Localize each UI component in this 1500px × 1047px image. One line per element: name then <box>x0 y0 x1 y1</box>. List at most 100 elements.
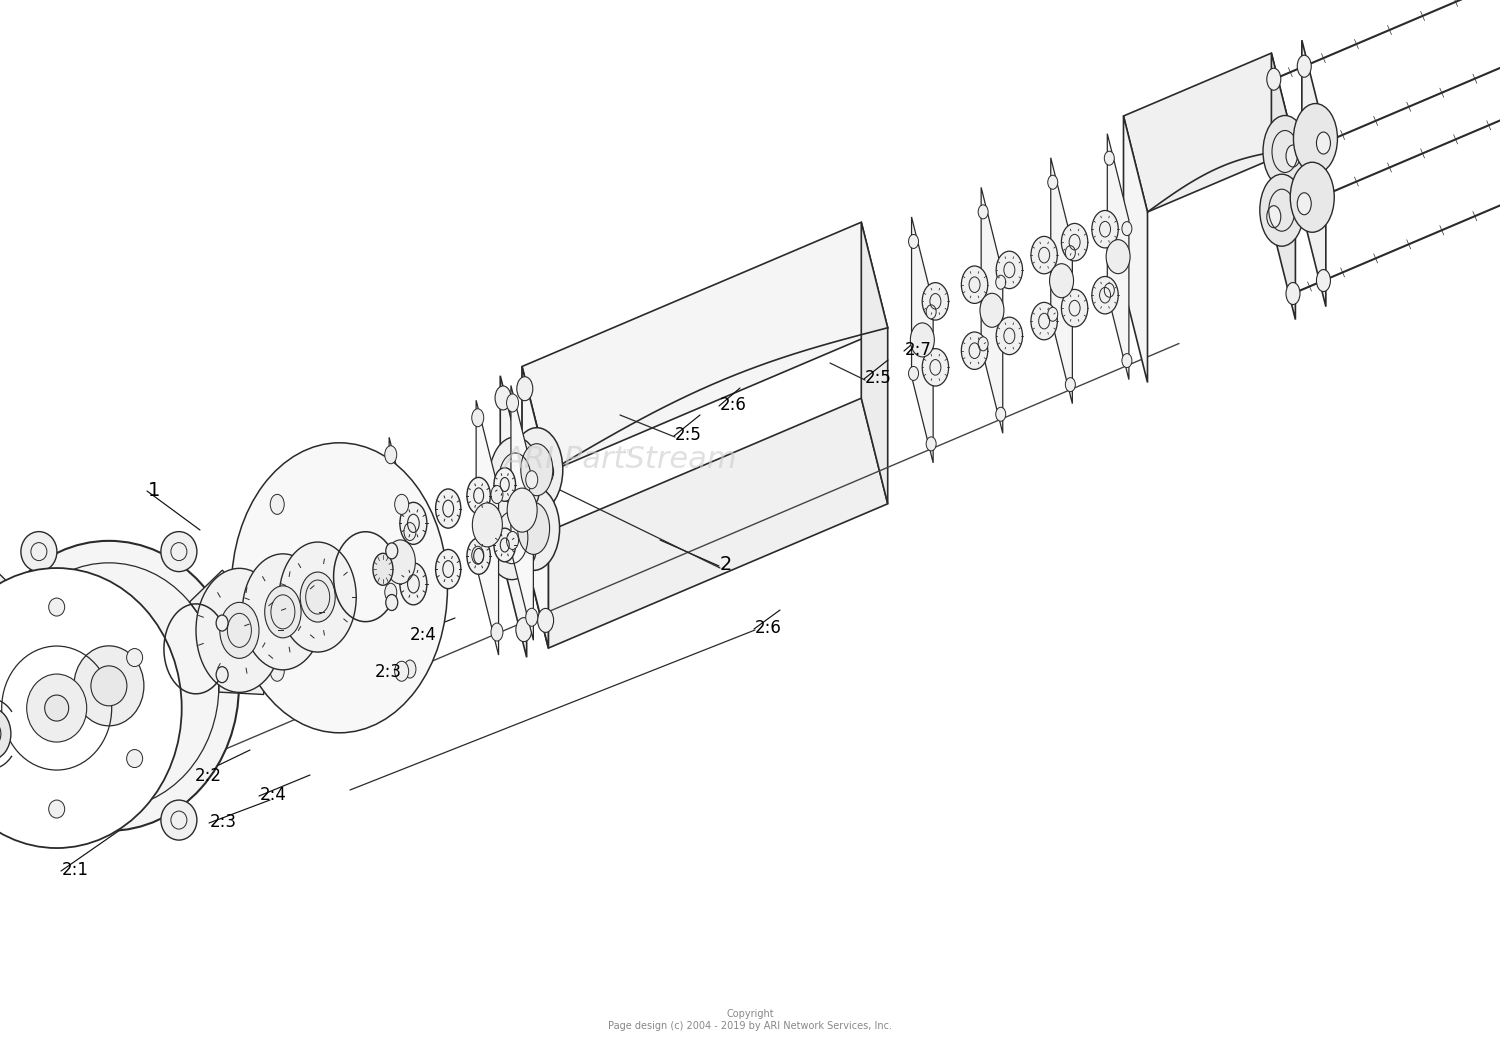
Ellipse shape <box>384 583 396 601</box>
Text: 1: 1 <box>148 481 160 499</box>
Ellipse shape <box>520 444 554 495</box>
Ellipse shape <box>404 522 416 540</box>
Ellipse shape <box>384 446 396 464</box>
Ellipse shape <box>472 503 502 547</box>
Ellipse shape <box>1092 276 1119 314</box>
Text: 2:1: 2:1 <box>62 861 88 879</box>
Ellipse shape <box>909 366 918 380</box>
Ellipse shape <box>1317 269 1330 291</box>
Ellipse shape <box>910 322 934 357</box>
Polygon shape <box>981 187 1002 433</box>
Polygon shape <box>1052 158 1072 404</box>
Text: 2:4: 2:4 <box>260 786 286 804</box>
Ellipse shape <box>516 618 532 642</box>
Text: 2:7: 2:7 <box>904 341 932 359</box>
Ellipse shape <box>1030 237 1057 274</box>
Ellipse shape <box>996 407 1005 421</box>
Ellipse shape <box>495 534 512 558</box>
Polygon shape <box>522 366 549 648</box>
Ellipse shape <box>466 538 490 575</box>
Ellipse shape <box>386 595 398 610</box>
Ellipse shape <box>486 495 538 580</box>
Ellipse shape <box>1047 307 1058 321</box>
Ellipse shape <box>1122 354 1132 367</box>
Ellipse shape <box>45 695 69 721</box>
Polygon shape <box>189 570 264 694</box>
Ellipse shape <box>400 503 427 544</box>
Ellipse shape <box>507 532 519 550</box>
Text: 2:4: 2:4 <box>410 626 436 644</box>
Polygon shape <box>861 222 888 504</box>
Polygon shape <box>0 570 28 694</box>
Text: 2:6: 2:6 <box>720 396 747 414</box>
Text: 2:6: 2:6 <box>754 619 782 637</box>
Ellipse shape <box>507 487 560 571</box>
Ellipse shape <box>518 526 532 550</box>
Ellipse shape <box>400 563 427 605</box>
Ellipse shape <box>1298 55 1311 77</box>
Ellipse shape <box>220 602 260 659</box>
Ellipse shape <box>926 437 936 451</box>
Ellipse shape <box>978 337 988 351</box>
Polygon shape <box>1124 53 1296 211</box>
Ellipse shape <box>435 489 460 528</box>
Ellipse shape <box>518 503 549 555</box>
Ellipse shape <box>1263 115 1306 187</box>
Polygon shape <box>1272 53 1296 319</box>
Ellipse shape <box>996 251 1023 289</box>
Ellipse shape <box>494 528 516 562</box>
Ellipse shape <box>126 648 142 667</box>
Ellipse shape <box>512 428 562 512</box>
Polygon shape <box>388 438 411 692</box>
Ellipse shape <box>1047 175 1058 190</box>
Ellipse shape <box>27 674 87 742</box>
Ellipse shape <box>962 266 988 304</box>
Ellipse shape <box>48 598 64 616</box>
Ellipse shape <box>1062 289 1088 327</box>
Ellipse shape <box>0 541 238 831</box>
Ellipse shape <box>1268 205 1281 227</box>
Text: ™: ™ <box>621 447 634 461</box>
Ellipse shape <box>978 205 988 219</box>
Polygon shape <box>512 385 534 640</box>
Ellipse shape <box>300 572 334 622</box>
Ellipse shape <box>507 394 519 411</box>
Text: 2: 2 <box>720 556 732 575</box>
Ellipse shape <box>537 460 554 484</box>
Ellipse shape <box>490 486 502 504</box>
Ellipse shape <box>494 468 516 502</box>
Ellipse shape <box>1317 132 1330 154</box>
Ellipse shape <box>507 488 537 532</box>
Ellipse shape <box>1030 303 1057 340</box>
Ellipse shape <box>1122 222 1132 236</box>
Ellipse shape <box>48 800 64 818</box>
Ellipse shape <box>526 471 538 489</box>
Ellipse shape <box>1268 68 1281 90</box>
Ellipse shape <box>92 666 128 706</box>
Ellipse shape <box>270 662 284 682</box>
Ellipse shape <box>435 550 460 588</box>
Ellipse shape <box>1104 151 1114 165</box>
Ellipse shape <box>374 553 393 585</box>
Ellipse shape <box>518 377 532 401</box>
Ellipse shape <box>1286 283 1300 305</box>
Ellipse shape <box>526 608 538 626</box>
Ellipse shape <box>394 662 408 682</box>
Ellipse shape <box>1062 223 1088 261</box>
Ellipse shape <box>264 586 302 638</box>
Text: 2:5: 2:5 <box>865 369 892 387</box>
Ellipse shape <box>1050 264 1074 297</box>
Ellipse shape <box>404 660 416 678</box>
Ellipse shape <box>74 646 144 726</box>
Ellipse shape <box>1106 240 1130 273</box>
Ellipse shape <box>996 275 1005 289</box>
Ellipse shape <box>1286 144 1300 168</box>
Ellipse shape <box>980 293 1004 328</box>
Text: 2:2: 2:2 <box>195 767 222 785</box>
Ellipse shape <box>1092 210 1119 248</box>
Ellipse shape <box>490 623 502 641</box>
Polygon shape <box>1107 134 1130 380</box>
Polygon shape <box>476 400 498 655</box>
Polygon shape <box>1124 116 1148 382</box>
Ellipse shape <box>394 494 408 514</box>
